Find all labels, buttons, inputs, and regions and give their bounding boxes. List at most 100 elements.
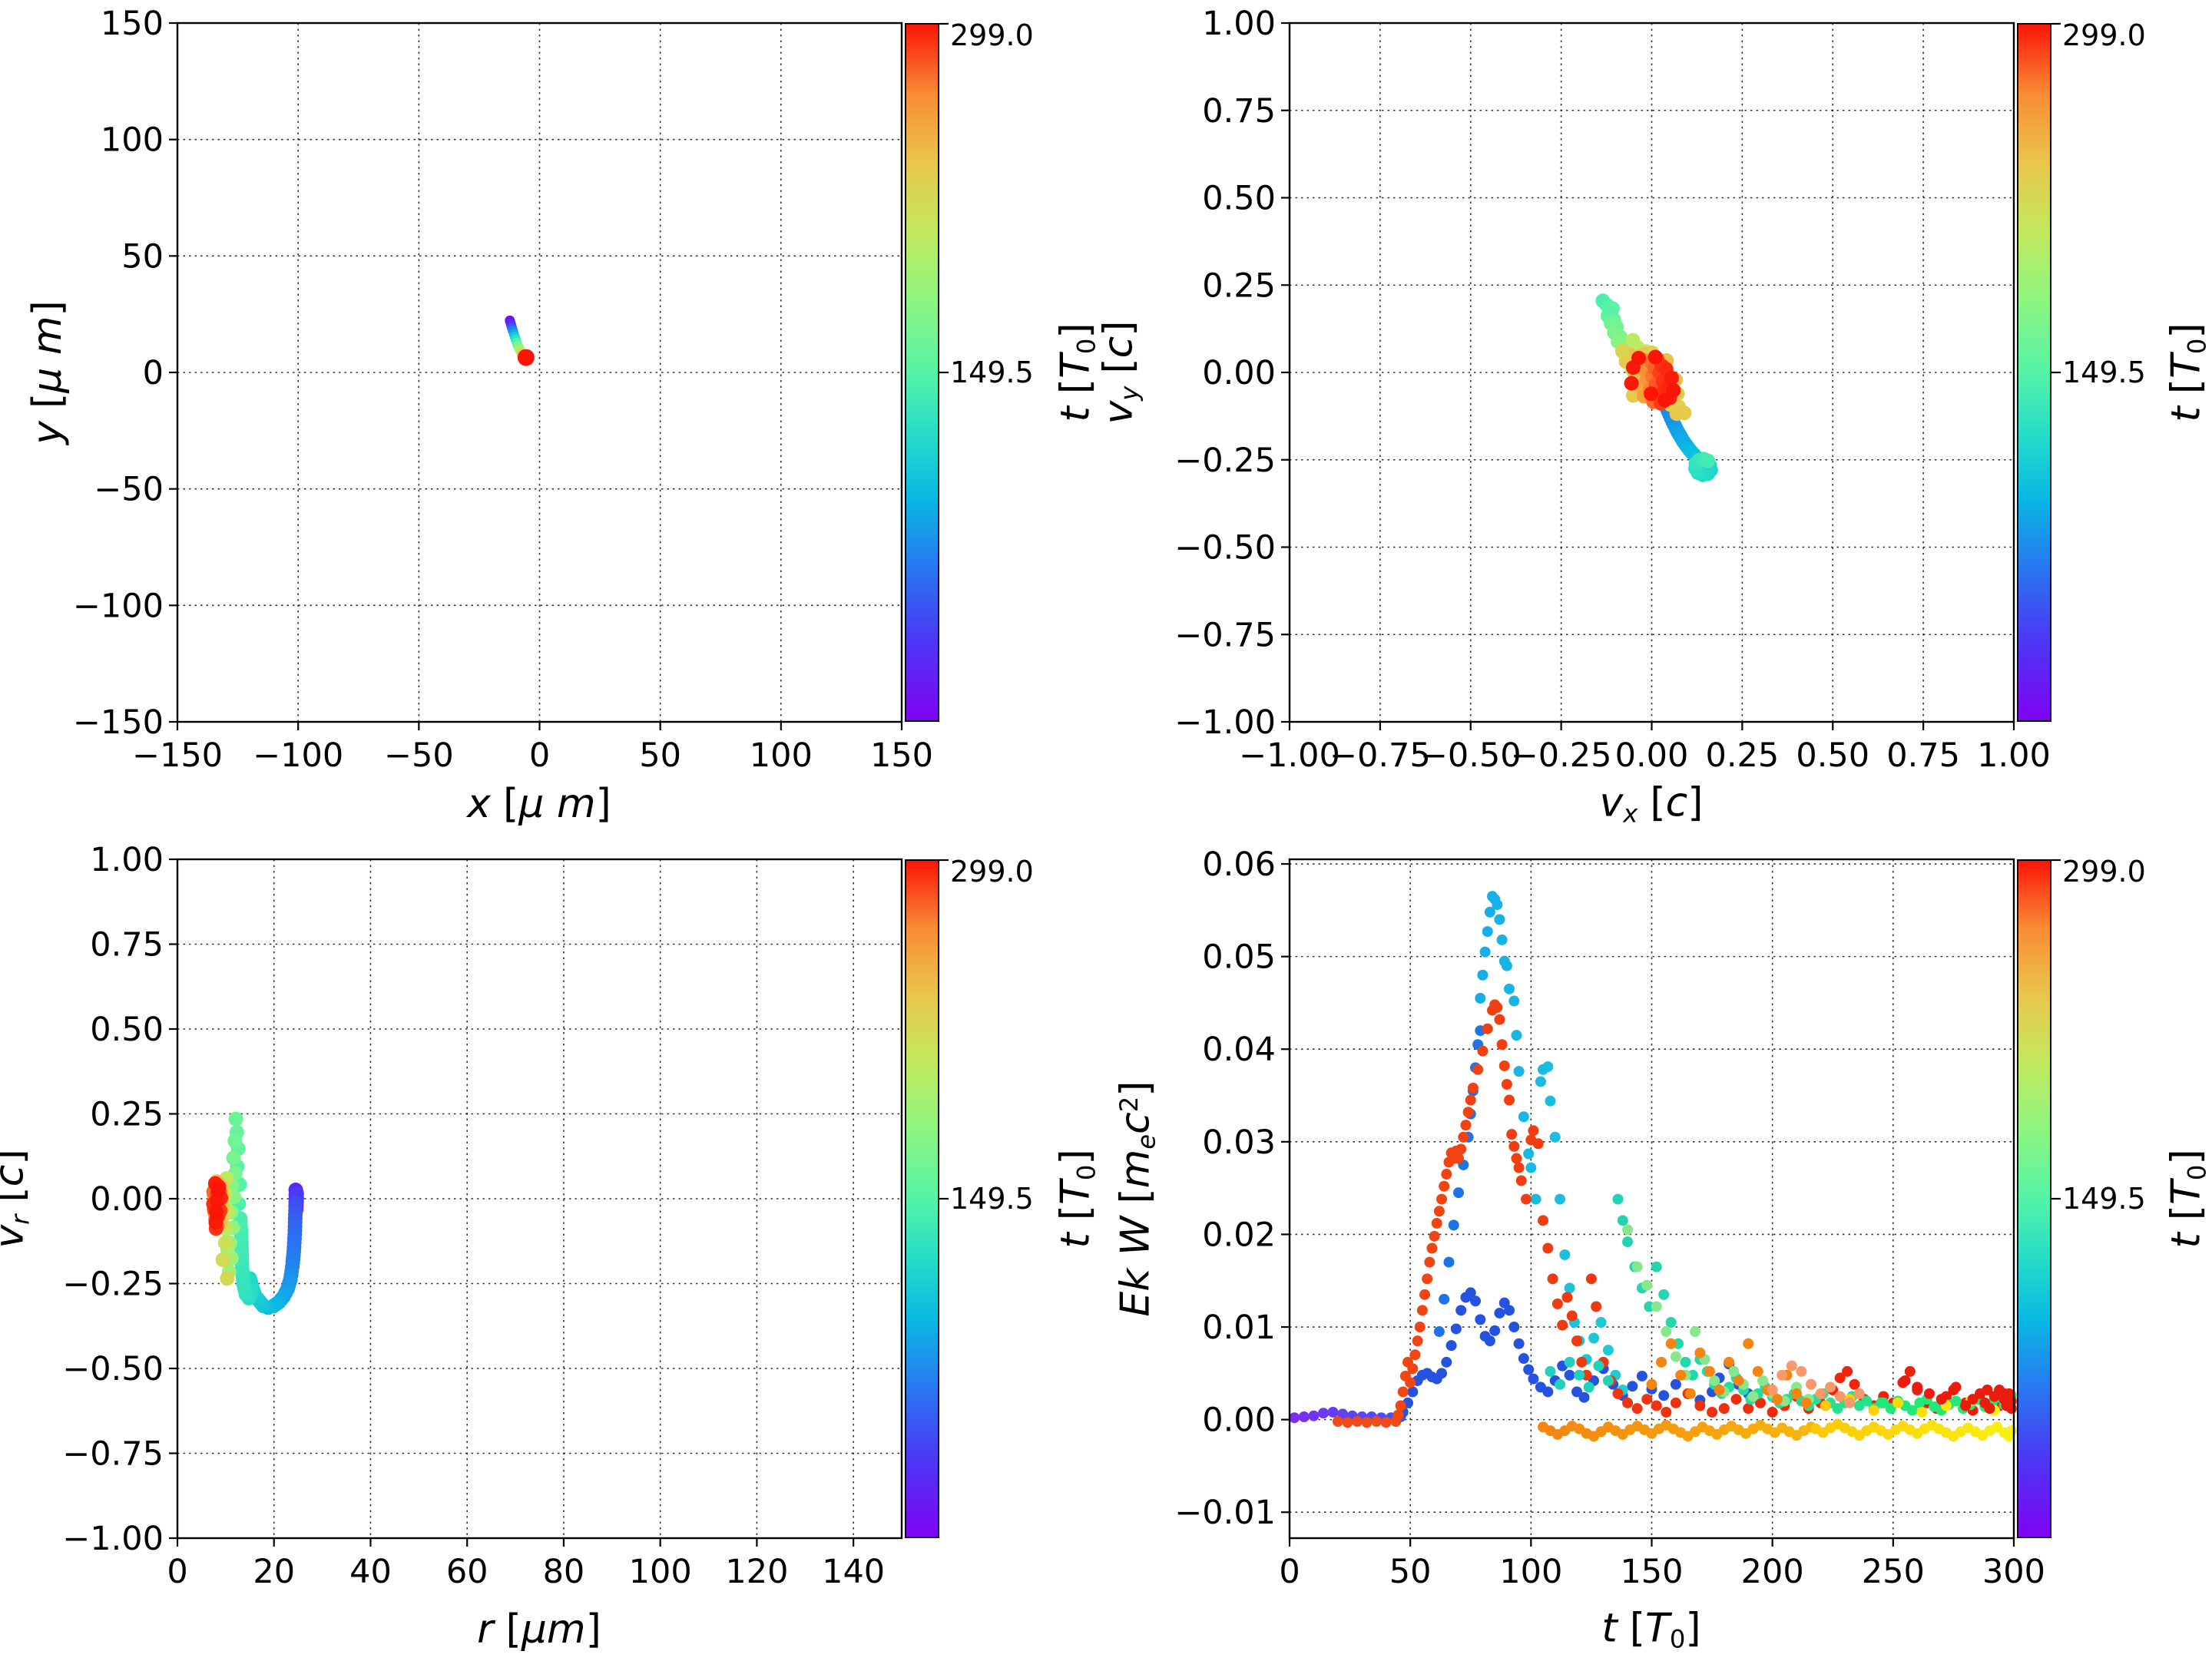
x-tick-label: 40 [349,1553,392,1591]
x-axis-label-rvr: r [μm] [477,1606,601,1653]
y-axis-label-rvr: vr[c] [0,1149,35,1248]
y-tick-label: 0.50 [90,1011,164,1049]
scatter-point [210,1183,226,1198]
x-tick-label: 150 [870,736,933,775]
x-tick-label: 80 [543,1553,585,1591]
y-tick-label: 0.75 [90,926,164,965]
y-tick-label: −0.75 [62,1435,164,1474]
y-tick-label: 0.00 [1202,1401,1276,1440]
x-tick-label: 60 [446,1553,488,1591]
colorbar-rvr [905,859,939,1538]
y-tick-label: 0.00 [90,1180,164,1219]
colorbar-tick-max: 299.0 [2062,855,2146,888]
x-tick-label: 100 [629,1553,692,1591]
grid-0 [177,22,902,723]
y-tick-label: 0.04 [1202,1031,1276,1069]
y-tick-label: 0.01 [1202,1309,1276,1347]
particle-orange-pos [1646,1338,1812,1408]
scatter-point [1625,333,1641,348]
colorbar-ticks-1 [2051,22,2061,374]
colorbar-label: t[T0] [1052,323,1101,422]
y-tick-label: −1.00 [62,1520,164,1558]
x-tick-label: 0.50 [1796,736,1869,775]
x-tick-label: 250 [1862,1553,1925,1591]
y-tick-label: −150 [73,703,164,742]
scatter-point [1614,343,1630,359]
y-tick-label: 0.50 [1202,180,1276,218]
x-tick-label: 50 [1389,1553,1432,1591]
scatter-data-trajectory x-y [505,315,535,366]
particle-cyan [1475,891,1628,1396]
x-tick-label: 200 [1741,1553,1804,1591]
y-tick-label: 0 [143,354,164,392]
axes-frame-3: 0 50 100 150 200 250 300 0.06 0.05 0.04 0.03 0.02 0.… [1174,845,2045,1591]
colorbar-label: t[T0] [2163,1149,2212,1249]
grid-2 [177,859,902,1539]
scatter-data-radial phase space r-vr [206,1111,304,1315]
y-axis-label-vxvy: vy[c] [1095,320,1144,425]
colorbar-ticks-2 [939,859,949,1200]
scatter-point [220,1271,235,1286]
y-tick-label: 0.05 [1202,938,1276,977]
particle-red-flat [1332,1416,1402,1428]
x-axis-label-xy: x [μ m] [467,781,611,827]
y-tick-label: 50 [121,237,164,276]
x-tick-label: 1.00 [1977,736,2051,775]
scatter-point [1631,350,1647,366]
scatter-point [1647,349,1663,365]
y-tick-label: 1.00 [1202,5,1276,43]
y-tick-label: −100 [73,587,164,625]
scatter-point [209,1204,224,1219]
colorbar-vxvy [2017,23,2051,722]
scatter-point [208,1215,224,1230]
x-tick-label: −0.25 [1511,736,1612,775]
x-tick-label: −1.00 [1239,736,1340,775]
colorbar-tick-max: 299.0 [950,18,1034,52]
y-tick-label: 0.02 [1202,1216,1276,1254]
axes-frame-1: −1.00−0.75−0.50−0.25 0.00 0.25 0.50 0.75 1.00… [1174,5,2051,775]
colorbar-ticks-3 [2051,859,2061,1200]
scatter-point [1605,301,1621,316]
x-tick-label: −0.50 [1420,736,1522,775]
y-tick-label: 100 [101,121,164,160]
x-tick-label: −150 [132,736,223,775]
y-tick-label: 0.25 [1202,266,1276,305]
colorbar-label: t[T0] [1052,1149,1101,1249]
x-axis-label-ekw: t [T0] [1601,1605,1701,1654]
y-tick-label: 0.03 [1202,1123,1276,1162]
scatter-point [227,1133,243,1149]
colorbar-tick-max: 299.0 [2062,18,2146,52]
y-tick-label: −50 [94,471,164,509]
trail [233,1195,303,1315]
y-tick-label: 0.75 [1202,92,1276,131]
y-tick-label: −0.01 [1174,1494,1276,1532]
x-tick-label: 140 [822,1553,885,1591]
y-axis-label-xy: y[μ m] [25,300,71,445]
colorbar-tick-mid: 149.5 [2062,356,2146,389]
y-tick-label: −1.00 [1174,703,1276,742]
x-tick-label: 0.00 [1615,736,1689,775]
scatter-point [1664,370,1679,385]
y-tick-label: 0.25 [90,1096,164,1134]
x-tick-label: 150 [1620,1553,1683,1591]
x-tick-label: −100 [253,736,343,775]
y-axis-label-ekw: Ek W[mec2] [1112,1080,1161,1317]
x-tick-label: 0 [1279,1553,1300,1591]
colorbar-label: t[T0] [2163,323,2212,422]
scatter-point [228,1111,243,1127]
y-tick-label: 1.00 [90,841,164,879]
y-tick-label: 150 [101,5,164,43]
y-tick-label: −0.50 [1174,529,1276,567]
particle-red-end [1899,1375,2017,1415]
y-tick-label: 0.06 [1202,845,1276,884]
x-tick-label: 20 [253,1553,295,1591]
scatter-point [1644,386,1659,402]
x-tick-label: 0.25 [1706,736,1780,775]
scatter-data-velocity vx-vy [1595,293,1718,482]
scatter-data-kinetic energy vs time [1289,891,2017,1442]
x-tick-label: −0.75 [1330,736,1431,775]
colorbar-tick-max: 299.0 [950,855,1034,888]
scatter-point [1624,376,1639,391]
